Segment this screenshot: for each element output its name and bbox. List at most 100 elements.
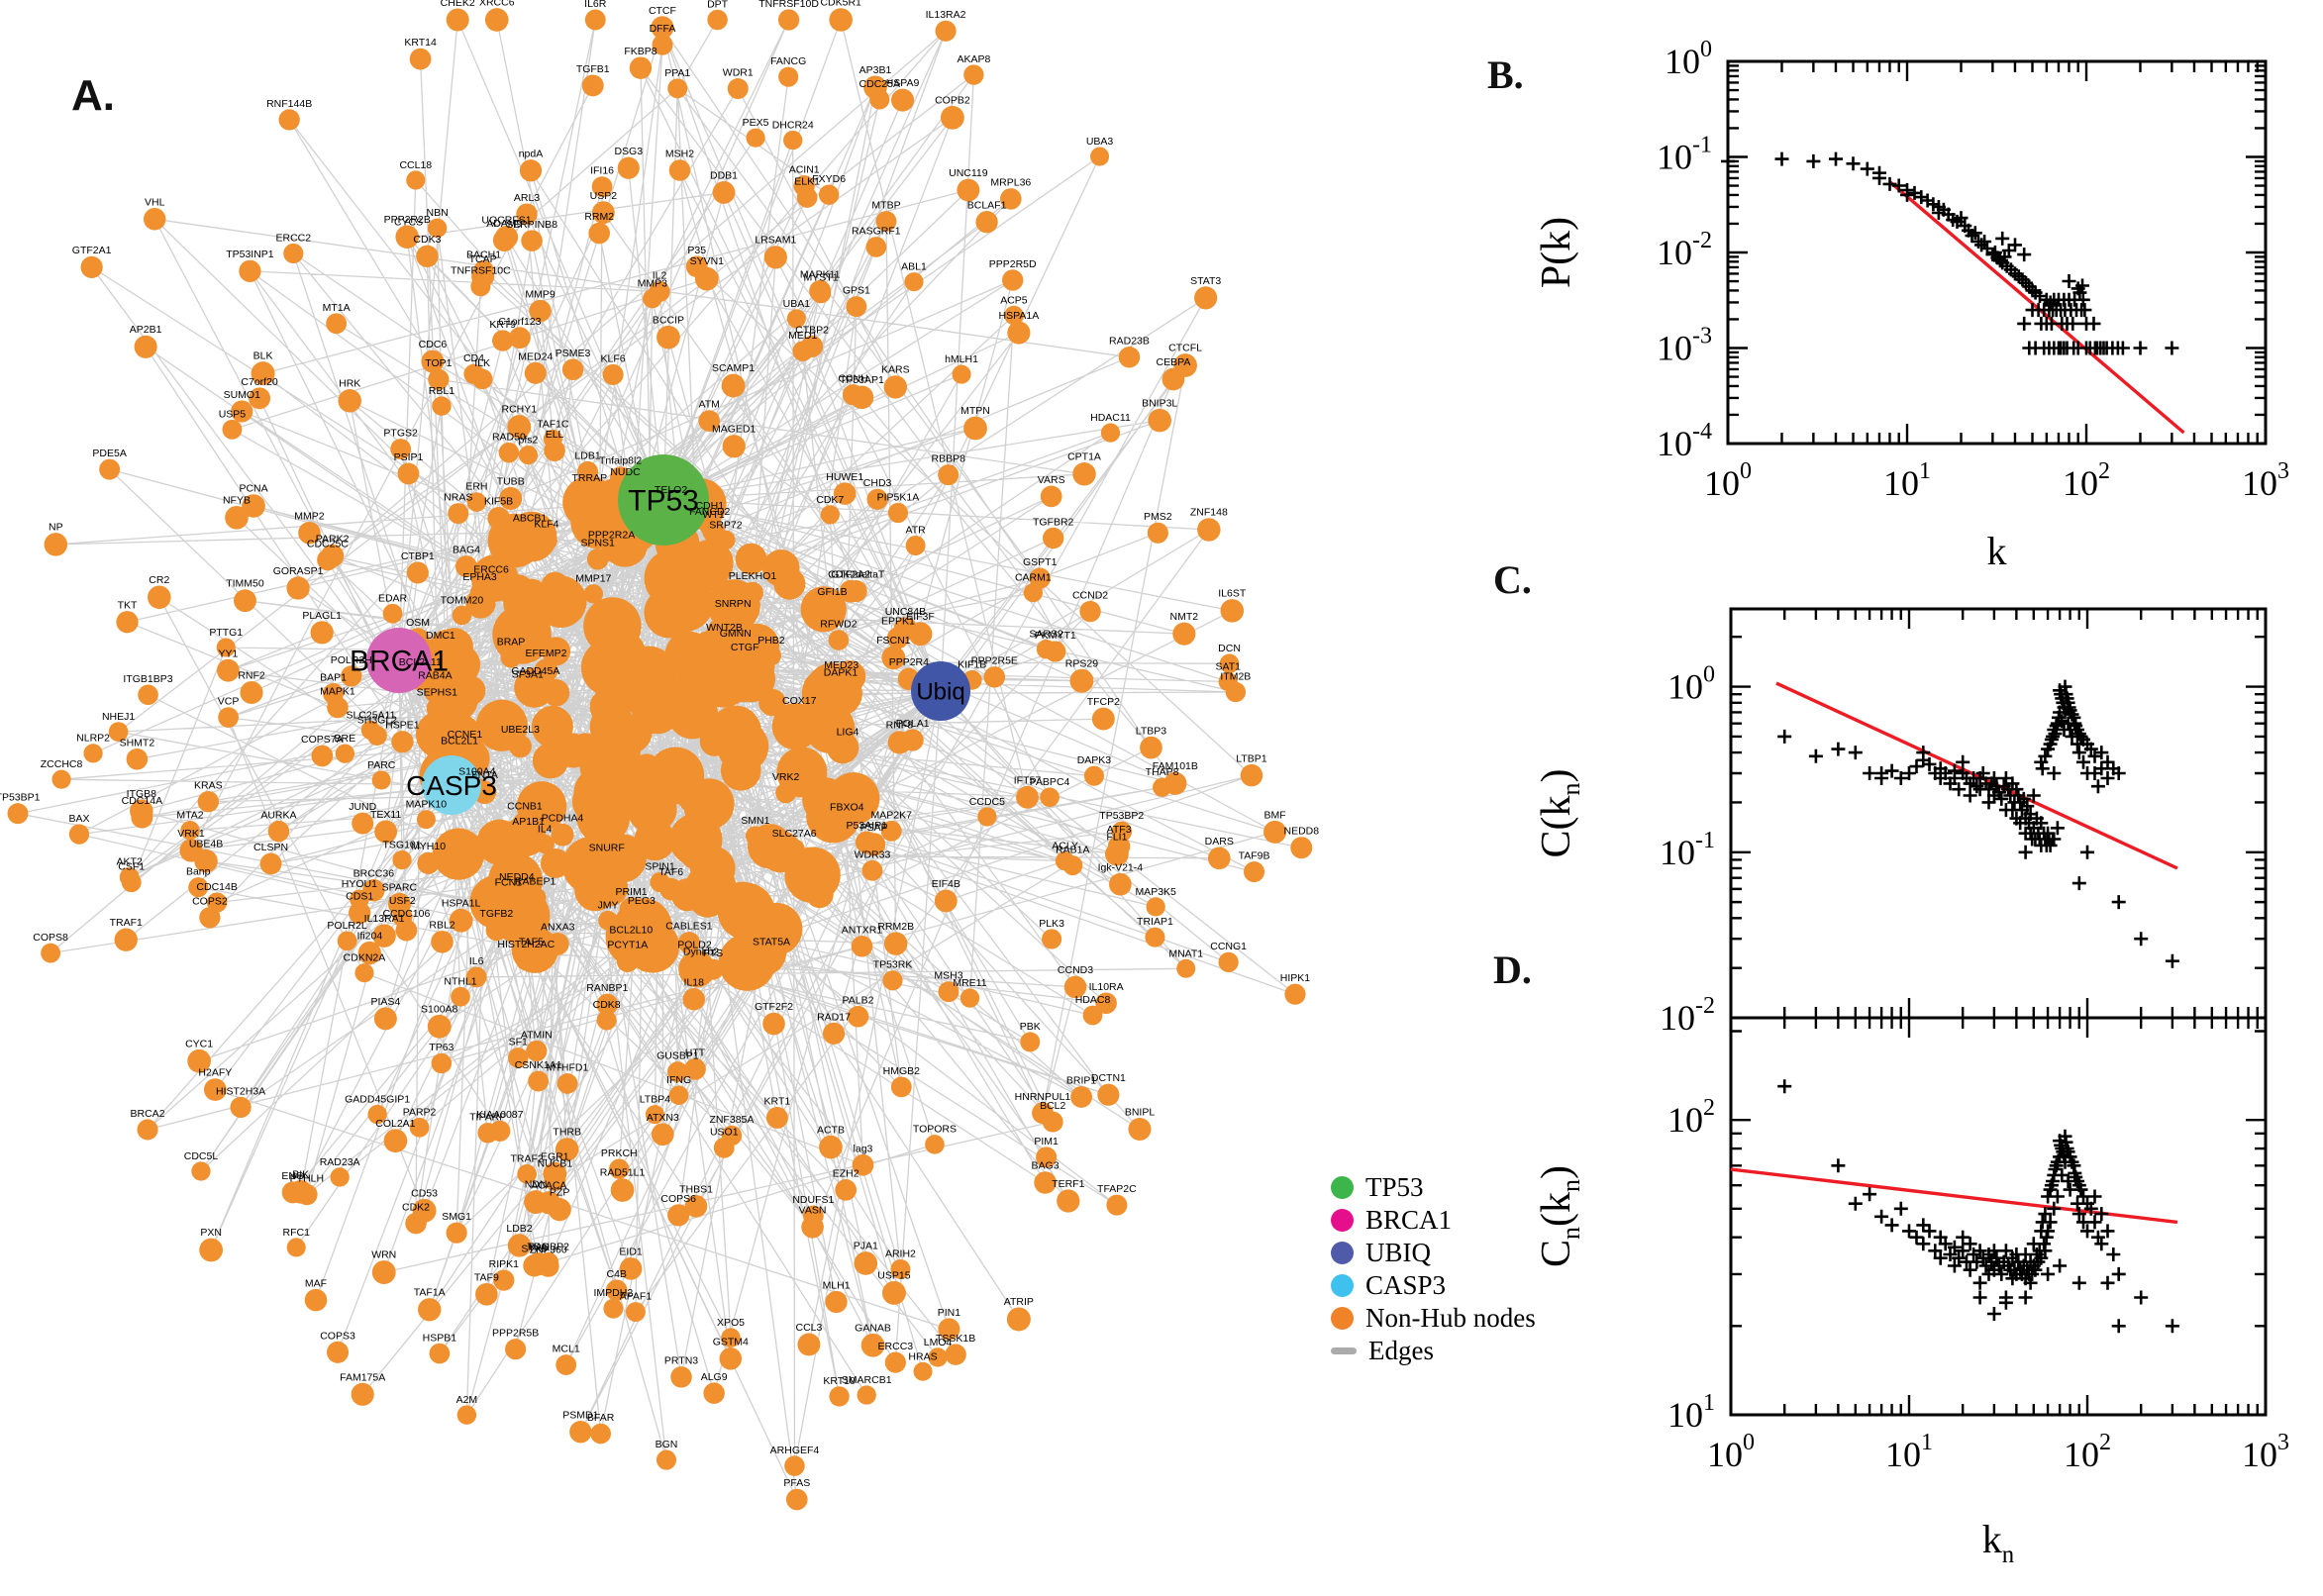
non-hub-node[interactable] [409,1117,430,1138]
non-hub-node[interactable] [278,109,300,131]
non-hub-node[interactable] [610,1178,635,1202]
non-hub-node[interactable] [429,1343,451,1364]
non-hub-node[interactable] [68,824,90,845]
non-hub-node[interactable] [320,544,345,568]
non-hub-node[interactable] [820,505,840,525]
non-hub-node[interactable] [412,1198,437,1223]
non-hub-node[interactable] [644,549,703,608]
non-hub-node[interactable] [1140,736,1162,759]
non-hub-node[interactable] [760,646,781,666]
non-hub-node[interactable] [893,617,918,641]
non-hub-node[interactable] [371,770,391,790]
non-hub-node[interactable] [395,225,419,249]
non-hub-node[interactable] [882,970,903,991]
non-hub-node[interactable] [1240,763,1263,787]
non-hub-node[interactable] [338,389,361,413]
non-hub-node[interactable] [1218,951,1239,972]
non-hub-node[interactable] [651,1123,674,1147]
non-hub-node[interactable] [1083,765,1104,786]
non-hub-node[interactable] [1042,1111,1063,1133]
non-hub-node[interactable] [857,1385,876,1405]
non-hub-node[interactable] [952,364,971,384]
non-hub-node[interactable] [544,440,565,462]
non-hub-node[interactable] [372,924,396,948]
non-hub-node[interactable] [828,630,850,650]
non-hub-node[interactable] [719,881,765,928]
non-hub-node[interactable] [576,460,599,483]
non-hub-node[interactable] [742,581,763,604]
non-hub-node[interactable] [498,442,520,463]
non-hub-node[interactable] [1290,837,1313,859]
non-hub-node[interactable] [216,638,236,657]
non-hub-node[interactable] [1040,787,1060,808]
non-hub-node[interactable] [126,748,149,770]
non-hub-node[interactable] [473,259,494,281]
non-hub-node[interactable] [327,696,349,719]
non-hub-node[interactable] [735,652,755,672]
non-hub-node[interactable] [977,807,997,827]
non-hub-node[interactable] [712,181,736,204]
non-hub-node[interactable] [505,1339,527,1360]
non-hub-node[interactable] [267,820,290,843]
non-hub-node[interactable] [7,803,29,825]
non-hub-node[interactable] [579,746,623,789]
non-hub-node[interactable] [249,387,271,410]
non-hub-node[interactable] [354,963,374,983]
non-hub-node[interactable] [789,706,810,727]
non-hub-node[interactable] [855,831,878,854]
non-hub-node[interactable] [820,597,845,622]
non-hub-node[interactable] [863,75,887,100]
non-hub-node[interactable] [371,1260,396,1284]
non-hub-node[interactable] [666,1061,688,1082]
non-hub-node[interactable] [651,16,674,40]
non-hub-node[interactable] [938,981,960,1003]
non-hub-node[interactable] [719,1347,743,1370]
non-hub-node[interactable] [556,1073,578,1094]
non-hub-node[interactable] [556,733,591,768]
non-hub-node[interactable] [601,540,623,562]
non-hub-node[interactable] [240,680,263,705]
non-hub-node[interactable] [591,176,613,198]
non-hub-node[interactable] [847,1005,869,1028]
non-hub-node[interactable] [667,1204,690,1227]
non-hub-node[interactable] [596,1010,617,1031]
non-hub-node[interactable] [108,722,129,742]
non-hub-node[interactable] [493,1269,515,1291]
non-hub-node[interactable] [905,536,926,556]
non-hub-node[interactable] [835,1179,858,1201]
non-hub-node[interactable] [1091,707,1115,731]
non-hub-node[interactable] [727,78,749,100]
non-hub-node[interactable] [1111,821,1133,843]
non-hub-node[interactable] [1219,653,1240,674]
non-hub-node[interactable] [938,464,960,486]
non-hub-node[interactable] [387,892,411,916]
non-hub-node[interactable] [330,1167,350,1187]
non-hub-node[interactable] [608,770,652,814]
non-hub-node[interactable] [836,737,858,759]
non-hub-node[interactable] [721,1328,741,1348]
non-hub-node[interactable] [822,1022,846,1045]
non-hub-node[interactable] [684,1057,706,1080]
non-hub-node[interactable] [556,1354,577,1375]
non-hub-node[interactable] [578,483,601,506]
non-hub-node[interactable] [716,530,736,550]
non-hub-node[interactable] [1284,983,1306,1005]
non-hub-node[interactable] [216,658,240,682]
non-hub-node[interactable] [581,74,604,97]
non-hub-node[interactable] [382,603,403,624]
non-hub-node[interactable] [406,561,429,584]
non-hub-node[interactable] [529,299,552,323]
non-hub-node[interactable] [203,1078,227,1101]
non-hub-node[interactable] [745,826,765,847]
non-hub-node[interactable] [677,932,701,954]
non-hub-node[interactable] [130,799,153,823]
non-hub-node[interactable] [518,445,539,465]
non-hub-node[interactable] [391,731,414,753]
non-hub-node[interactable] [1118,347,1141,368]
non-hub-node[interactable] [960,988,980,1008]
non-hub-node[interactable] [785,1488,808,1511]
non-hub-node[interactable] [448,503,469,525]
non-hub-node[interactable] [783,839,805,860]
non-hub-node[interactable] [1007,321,1031,345]
non-hub-node[interactable] [449,908,473,933]
